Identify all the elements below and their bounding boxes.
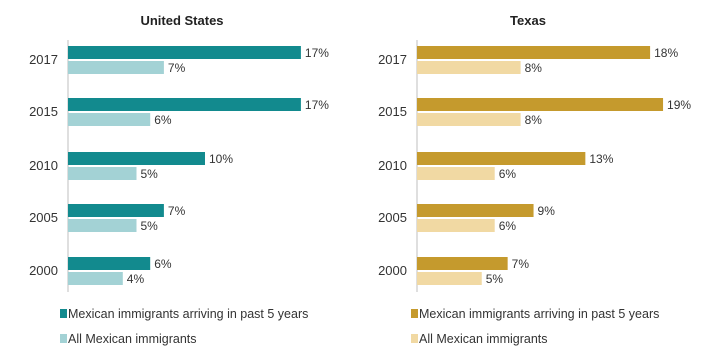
- us-data-label-recent-2005: 7%: [168, 204, 186, 218]
- us-chart-title: United States: [140, 13, 223, 28]
- tx-data-label-all-2005: 6%: [499, 219, 517, 233]
- tx-tick-label-2015: 2015: [378, 104, 407, 119]
- us-data-label-recent-2010: 10%: [209, 152, 233, 166]
- tx-tick-label-2000: 2000: [378, 263, 407, 278]
- us-data-label-recent-2000: 6%: [154, 257, 172, 271]
- tx-data-label-all-2010: 6%: [499, 167, 517, 181]
- us-legend-swatch-all: [60, 334, 67, 343]
- us-data-label-recent-2017: 17%: [305, 46, 329, 60]
- us-tick-label-2010: 2010: [29, 158, 58, 173]
- united-states-chart-svg: United States 2017 17% 7% 2015 17% 6% 2010 10% 5%…: [29, 13, 329, 346]
- us-data-label-all-2005: 5%: [141, 219, 159, 233]
- us-data-label-all-2000: 4%: [127, 272, 145, 286]
- us-bar-all-2015: [68, 113, 151, 126]
- tx-data-label-all-2000: 5%: [486, 272, 504, 286]
- us-data-label-all-2017: 7%: [168, 61, 186, 75]
- tx-data-label-all-2015: 8%: [525, 113, 543, 127]
- tx-bar-all-2000: [417, 272, 482, 285]
- tx-bar-all-2005: [417, 219, 495, 232]
- tx-bar-all-2010: [417, 167, 495, 180]
- tx-tick-label-2017: 2017: [378, 52, 407, 67]
- texas-chart-svg: Texas 2017 18% 8% 2015 19% 8% 2010 13% 6% 2005 9% 6%…: [378, 13, 691, 346]
- tx-legend-label-all: All Mexican immigrants: [419, 332, 548, 346]
- tx-bar-all-2015: [417, 113, 521, 126]
- tx-data-label-recent-2017: 18%: [654, 46, 678, 60]
- us-bar-all-2017: [68, 61, 164, 74]
- us-data-label-all-2015: 6%: [154, 113, 172, 127]
- us-legend-label-recent: Mexican immigrants arriving in past 5 ye…: [68, 307, 308, 321]
- us-bar-all-2010: [68, 167, 137, 180]
- us-data-label-all-2010: 5%: [141, 167, 159, 181]
- us-tick-label-2005: 2005: [29, 210, 58, 225]
- us-bar-recent-2000: [68, 257, 151, 270]
- us-bar-recent-2005: [68, 204, 164, 217]
- us-data-label-recent-2015: 17%: [305, 98, 329, 112]
- tx-tick-label-2010: 2010: [378, 158, 407, 173]
- tx-bar-recent-2017: [417, 46, 651, 59]
- us-legend-swatch-recent: [60, 309, 67, 318]
- tx-data-label-recent-2005: 9%: [538, 204, 556, 218]
- tx-data-label-recent-2000: 7%: [512, 257, 530, 271]
- tx-tick-label-2005: 2005: [378, 210, 407, 225]
- tx-chart-title: Texas: [510, 13, 546, 28]
- tx-data-label-recent-2015: 19%: [667, 98, 691, 112]
- texas-chart: Texas 2017 18% 8% 2015 19% 8% 2010 13% 6% 2005 9% 6%…: [351, 0, 702, 356]
- tx-bar-recent-2015: [417, 98, 664, 111]
- us-bar-recent-2010: [68, 152, 205, 165]
- us-bar-recent-2017: [68, 46, 301, 59]
- us-tick-label-2000: 2000: [29, 263, 58, 278]
- us-bar-all-2000: [68, 272, 123, 285]
- tx-bar-recent-2005: [417, 204, 534, 217]
- tx-legend-swatch-all: [411, 334, 418, 343]
- us-tick-label-2015: 2015: [29, 104, 58, 119]
- tx-bar-recent-2010: [417, 152, 586, 165]
- us-tick-label-2017: 2017: [29, 52, 58, 67]
- tx-bar-recent-2000: [417, 257, 508, 270]
- us-bar-all-2005: [68, 219, 137, 232]
- tx-bar-all-2017: [417, 61, 521, 74]
- tx-legend-label-recent: Mexican immigrants arriving in past 5 ye…: [419, 307, 659, 321]
- tx-data-label-all-2017: 8%: [525, 61, 543, 75]
- us-bar-recent-2015: [68, 98, 301, 111]
- us-legend-label-all: All Mexican immigrants: [68, 332, 197, 346]
- united-states-chart: United States 2017 17% 7% 2015 17% 6% 2010 10% 5%…: [29, 13, 329, 346]
- tx-data-label-recent-2010: 13%: [589, 152, 613, 166]
- tx-legend-swatch-recent: [411, 309, 418, 318]
